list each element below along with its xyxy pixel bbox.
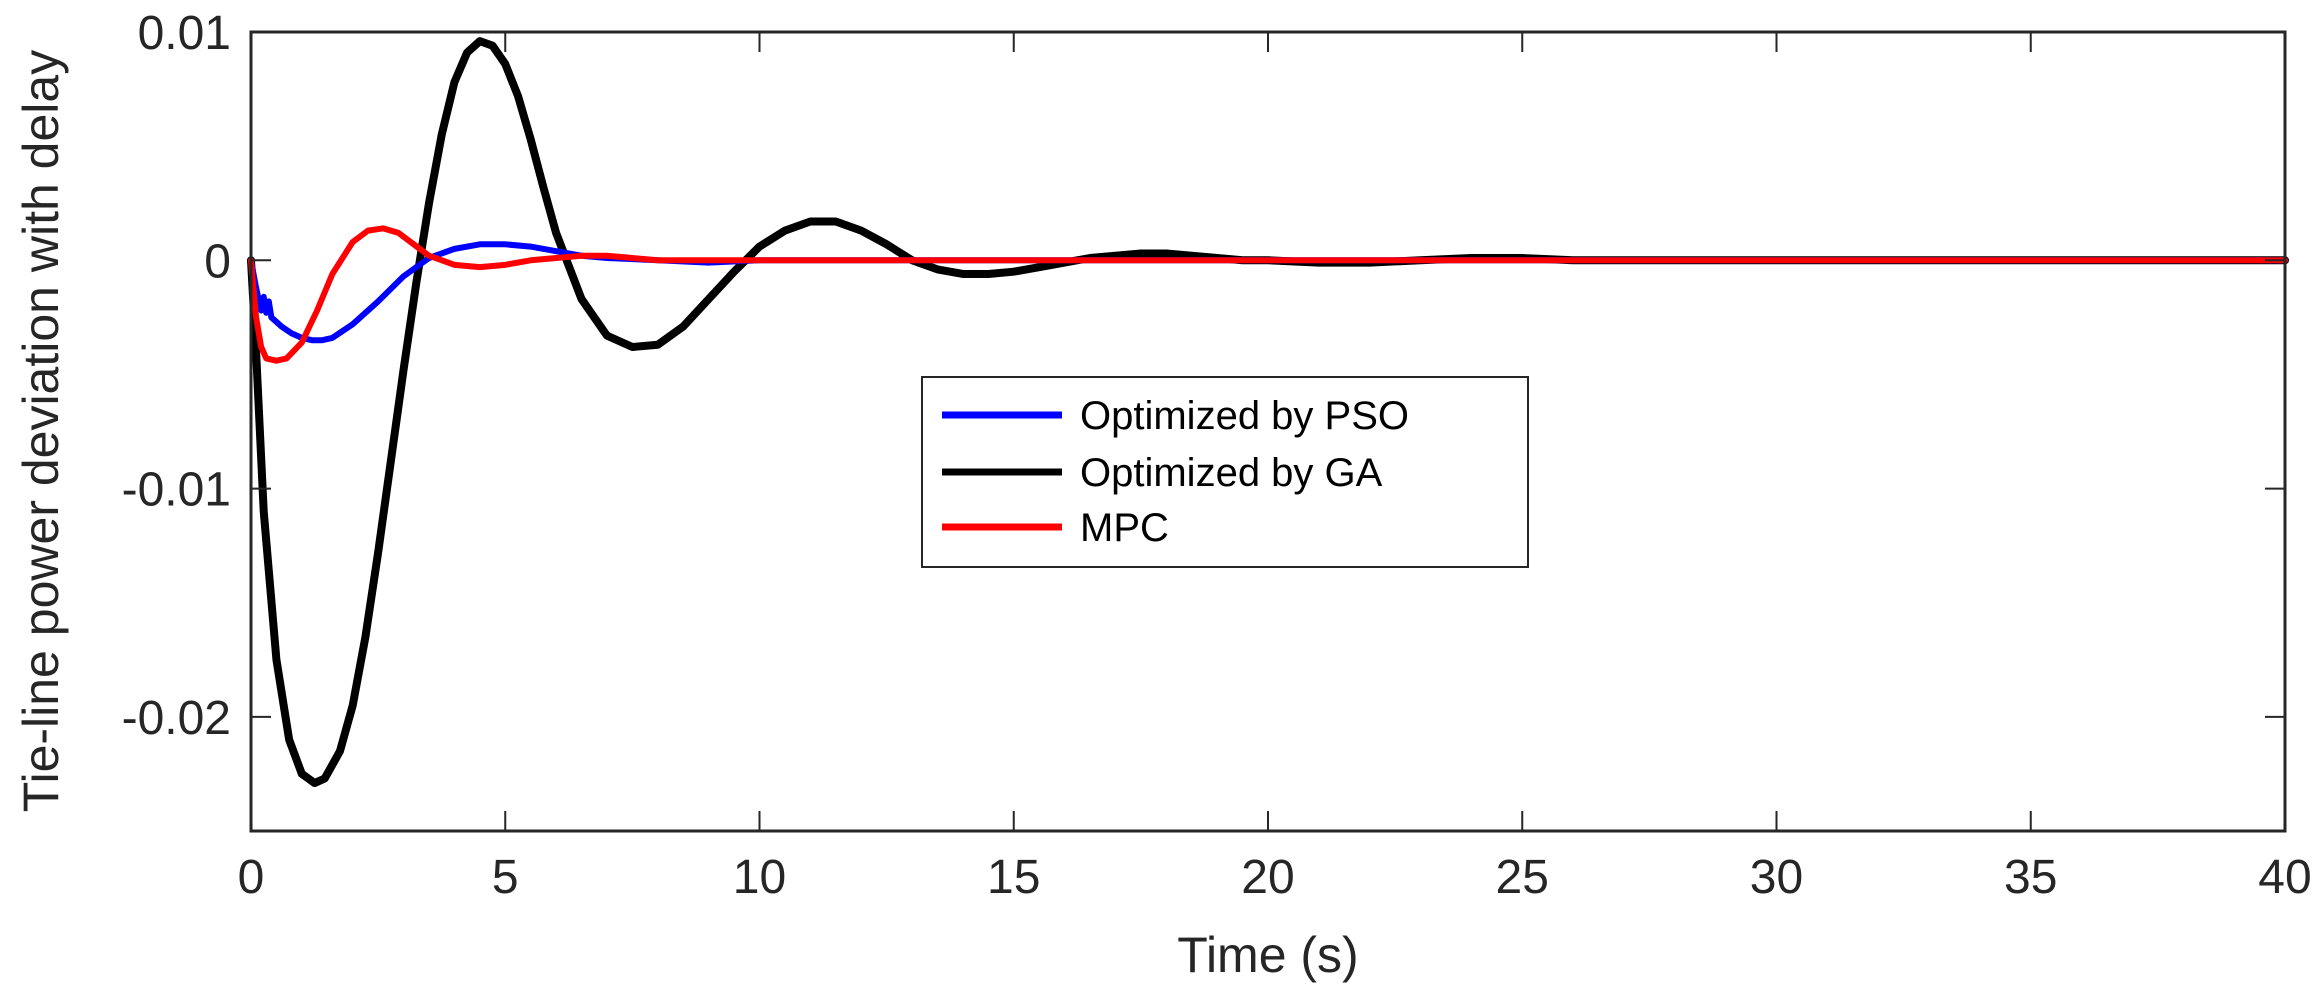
x-axis-label: Time (s) xyxy=(1177,927,1358,983)
ticks-layer: 0 5 10 15 20 25 30 35 40 0.01 0 -0.01 -0.02 xyxy=(122,7,2312,904)
x-tick-label: 0 xyxy=(238,851,265,904)
legend-label-ga: Optimized by GA xyxy=(1080,451,1383,495)
y-axis-label: Tie-line power deviation with delay xyxy=(13,50,69,812)
x-tick-label: 5 xyxy=(492,851,519,904)
x-tick-label: 35 xyxy=(2004,851,2057,904)
y-tick-label: 0.01 xyxy=(138,7,231,60)
legend-label-mpc: MPC xyxy=(1080,506,1169,550)
legend: Optimized by PSO Optimized by GA MPC xyxy=(921,376,1529,568)
series-line-mpc xyxy=(248,225,2288,364)
x-tick-label: 30 xyxy=(1750,851,1803,904)
x-tick-label: 10 xyxy=(733,851,786,904)
series-layer xyxy=(247,37,2289,788)
x-tick-label: 40 xyxy=(2258,851,2311,904)
legend-label-pso: Optimized by PSO xyxy=(1080,394,1409,438)
x-tick-label: 20 xyxy=(1241,851,1294,904)
y-tick-label: 0 xyxy=(204,235,231,288)
y-tick-label: -0.02 xyxy=(122,692,231,745)
x-tick-label: 25 xyxy=(1496,851,1549,904)
y-tick-label: -0.01 xyxy=(122,464,231,517)
x-tick-label: 15 xyxy=(987,851,1040,904)
